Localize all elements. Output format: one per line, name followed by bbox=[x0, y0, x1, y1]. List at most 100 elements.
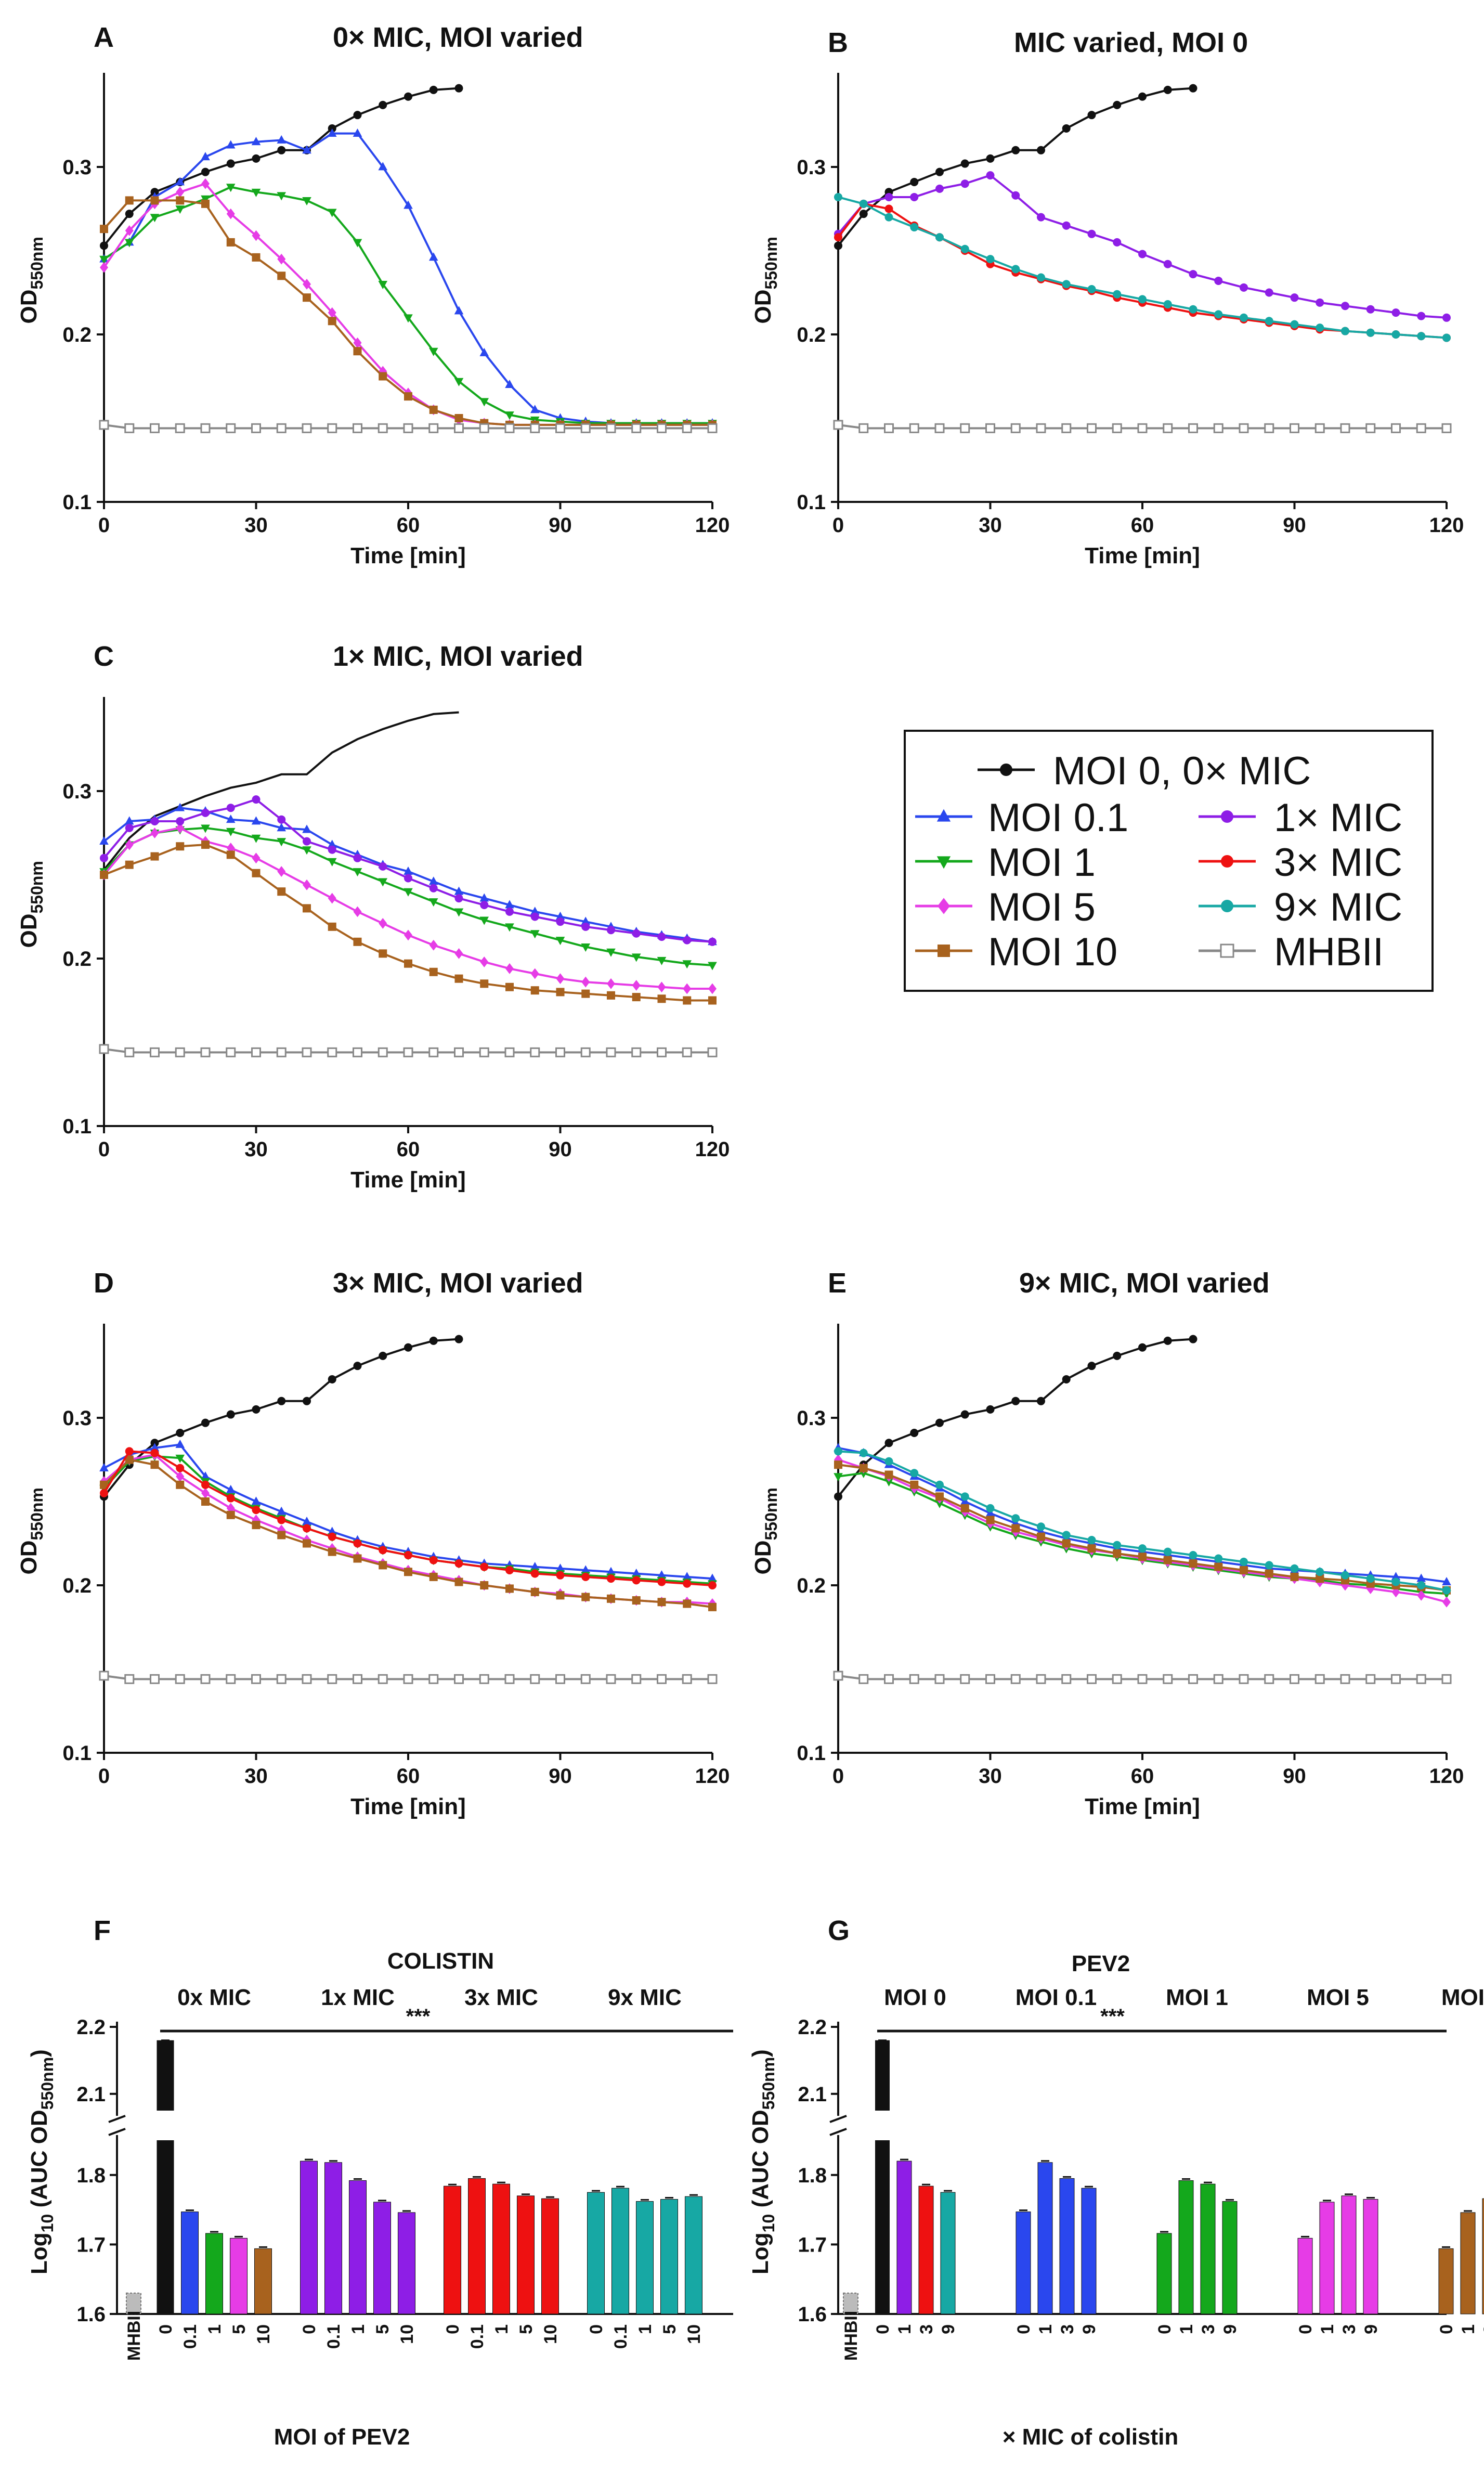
data-point bbox=[277, 192, 287, 201]
x-tick-label: 0 bbox=[98, 514, 110, 537]
data-point bbox=[429, 1556, 438, 1564]
series-MOI 5 bbox=[100, 822, 717, 994]
data-point bbox=[555, 911, 565, 920]
data-point bbox=[909, 423, 919, 433]
data-point bbox=[176, 196, 185, 205]
data-point bbox=[454, 908, 464, 917]
data-point bbox=[277, 253, 286, 265]
data-point bbox=[403, 200, 413, 209]
panel-title: 1× MIC, MOI varied bbox=[333, 641, 583, 672]
x-tick-label: 0 bbox=[98, 1765, 110, 1788]
bar bbox=[1460, 2212, 1476, 2314]
data-point bbox=[708, 996, 717, 1005]
x-axis-label: Time [min] bbox=[1085, 1794, 1200, 1819]
data-point bbox=[479, 398, 489, 407]
bar bbox=[1081, 2188, 1097, 2314]
data-point bbox=[377, 1047, 388, 1057]
data-point bbox=[1189, 1551, 1197, 1560]
bar-MOI 10-3 bbox=[1482, 2198, 1484, 2314]
data-point bbox=[252, 230, 261, 241]
bar-tick-label: 1 bbox=[492, 2324, 512, 2334]
data-point bbox=[1314, 423, 1325, 433]
data-point bbox=[960, 1674, 970, 1684]
series-line bbox=[103, 1455, 713, 1585]
data-point bbox=[960, 244, 969, 253]
data-point bbox=[480, 979, 489, 988]
data-point bbox=[1188, 1674, 1198, 1684]
data-point bbox=[429, 884, 438, 893]
data-point bbox=[1189, 270, 1197, 279]
data-point bbox=[1011, 1396, 1020, 1405]
panel-letter: C bbox=[94, 641, 114, 672]
legend-label: MOI 0, 0× MIC bbox=[1053, 749, 1311, 793]
bar bbox=[940, 2192, 956, 2314]
bar bbox=[205, 2233, 223, 2314]
control-bar-rect bbox=[843, 2292, 858, 2314]
data-point bbox=[403, 1674, 413, 1684]
data-point bbox=[530, 912, 539, 921]
legend-marker bbox=[936, 809, 951, 822]
bar bbox=[468, 2178, 486, 2314]
x-tick-label: 90 bbox=[549, 514, 572, 537]
bar bbox=[1319, 2202, 1335, 2314]
data-point bbox=[1087, 1544, 1096, 1553]
bar-0x MIC-5 bbox=[230, 2235, 248, 2314]
data-point bbox=[631, 953, 641, 962]
data-point bbox=[176, 1428, 185, 1437]
data-point bbox=[1314, 1674, 1325, 1684]
data-point bbox=[683, 1579, 692, 1588]
data-point bbox=[226, 238, 235, 247]
bar bbox=[373, 2202, 391, 2314]
data-point bbox=[226, 1047, 236, 1057]
legend-label: 1× MIC bbox=[1274, 796, 1402, 840]
group-label: 0x MIC bbox=[177, 1985, 251, 2010]
x-tick-label: 30 bbox=[244, 1765, 268, 1788]
data-point bbox=[985, 1674, 995, 1684]
data-point bbox=[454, 84, 463, 93]
bar bbox=[444, 2186, 461, 2314]
series-line bbox=[838, 1450, 1447, 1592]
data-point bbox=[834, 1473, 843, 1482]
data-point bbox=[303, 1539, 311, 1548]
series-MOI 0.1 bbox=[99, 1439, 717, 1582]
data-point bbox=[1011, 265, 1020, 274]
bar-tick-label: 5 bbox=[516, 2324, 536, 2334]
data-point bbox=[201, 199, 210, 208]
data-point bbox=[277, 866, 286, 877]
data-point bbox=[1213, 423, 1223, 433]
data-point bbox=[1265, 288, 1273, 297]
data-point bbox=[986, 1516, 995, 1524]
data-point bbox=[1365, 1674, 1376, 1684]
data-point bbox=[201, 1488, 210, 1499]
bar-MOI 1-0 bbox=[1156, 2231, 1172, 2314]
data-point bbox=[100, 871, 108, 879]
data-point bbox=[934, 423, 945, 433]
bar bbox=[1178, 2180, 1194, 2314]
data-point bbox=[303, 879, 311, 890]
data-point bbox=[429, 405, 438, 414]
data-point bbox=[910, 1428, 919, 1437]
data-point bbox=[607, 1574, 615, 1583]
data-point bbox=[201, 1471, 210, 1480]
data-point bbox=[277, 146, 286, 154]
data-point bbox=[175, 1674, 185, 1684]
data-point bbox=[99, 1671, 109, 1681]
series-9× MIC bbox=[834, 1447, 1451, 1595]
series-MOI 0, 0× MIC bbox=[103, 711, 459, 871]
data-point bbox=[251, 1674, 261, 1684]
data-point bbox=[606, 1674, 616, 1684]
data-point bbox=[1062, 1375, 1071, 1383]
data-point bbox=[353, 1362, 362, 1370]
data-point bbox=[1240, 283, 1248, 292]
y-axis-label: OD550nm bbox=[16, 237, 46, 324]
data-point bbox=[252, 1515, 261, 1525]
bar-upper bbox=[157, 2040, 174, 2111]
y-tick-label: 2.1 bbox=[798, 2083, 827, 2106]
x-tick-label: 30 bbox=[979, 514, 1002, 537]
data-point bbox=[1341, 1571, 1349, 1580]
y-tick-label: 1.8 bbox=[76, 2164, 106, 2187]
panel-C: C 1× MIC, MOI varied 0 30 60 90 120 0.1 0.2 0.3 Ti… bbox=[16, 641, 730, 1193]
bar bbox=[1200, 2183, 1216, 2314]
data-point bbox=[1214, 1562, 1223, 1571]
data-point bbox=[530, 1047, 540, 1057]
